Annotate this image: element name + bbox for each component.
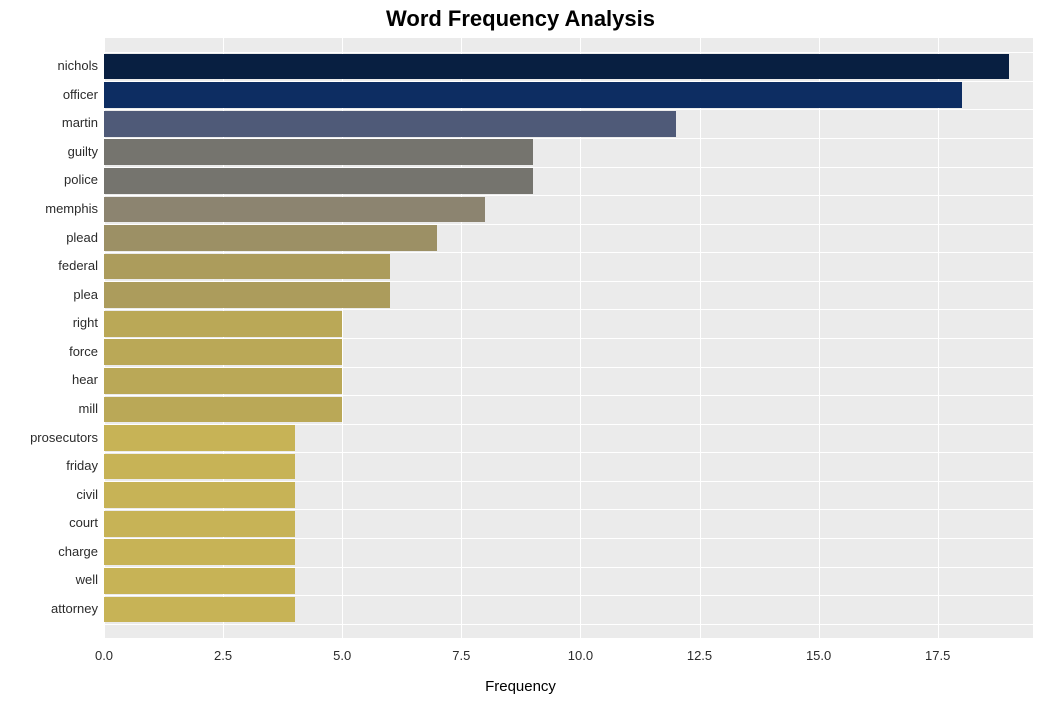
y-tick-label: police — [64, 172, 98, 187]
y-tick-label: attorney — [51, 601, 98, 616]
bar — [104, 482, 295, 508]
bar — [104, 368, 342, 394]
chart-container: Word Frequency Analysis Frequency 0.0 2.5… — [0, 0, 1041, 701]
x-axis-label: Frequency — [0, 678, 1041, 695]
y-tick-label: charge — [58, 544, 98, 559]
x-tick-label: 17.5 — [925, 648, 950, 663]
y-tick-label: force — [69, 344, 98, 359]
bar — [104, 539, 295, 565]
bar — [104, 225, 437, 251]
bar — [104, 111, 676, 137]
x-tick-label: 12.5 — [687, 648, 712, 663]
x-tick-label: 7.5 — [452, 648, 470, 663]
bar — [104, 311, 342, 337]
x-tick-label: 15.0 — [806, 648, 831, 663]
y-tick-label: civil — [76, 487, 98, 502]
y-tick-label: mill — [79, 401, 99, 416]
y-tick-label: nichols — [58, 58, 98, 73]
bar — [104, 139, 533, 165]
y-tick-label: federal — [58, 258, 98, 273]
y-tick-label: court — [69, 515, 98, 530]
bar — [104, 397, 342, 423]
x-tick-label: 5.0 — [333, 648, 351, 663]
x-tick-label: 0.0 — [95, 648, 113, 663]
bar — [104, 511, 295, 537]
y-tick-label: memphis — [45, 201, 98, 216]
hgrid-line — [104, 624, 1033, 625]
y-tick-label: friday — [66, 458, 98, 473]
bar — [104, 197, 485, 223]
y-tick-label: hear — [72, 372, 98, 387]
y-tick-label: plead — [66, 230, 98, 245]
vgrid-line — [938, 38, 939, 638]
vgrid-line — [819, 38, 820, 638]
x-tick-label: 2.5 — [214, 648, 232, 663]
vgrid-line — [700, 38, 701, 638]
x-tick-label: 10.0 — [568, 648, 593, 663]
plot-panel — [104, 38, 1033, 638]
bar — [104, 82, 962, 108]
bar — [104, 568, 295, 594]
bar — [104, 54, 1009, 80]
bar — [104, 454, 295, 480]
chart-title: Word Frequency Analysis — [0, 6, 1041, 32]
bar — [104, 254, 390, 280]
y-tick-label: officer — [63, 87, 98, 102]
y-tick-label: well — [76, 572, 98, 587]
bar — [104, 425, 295, 451]
bar — [104, 282, 390, 308]
y-tick-label: right — [73, 315, 98, 330]
bar — [104, 597, 295, 623]
y-tick-label: plea — [73, 287, 98, 302]
y-tick-label: martin — [62, 115, 98, 130]
bar — [104, 168, 533, 194]
bar — [104, 339, 342, 365]
y-tick-label: guilty — [68, 144, 98, 159]
y-tick-label: prosecutors — [30, 430, 98, 445]
